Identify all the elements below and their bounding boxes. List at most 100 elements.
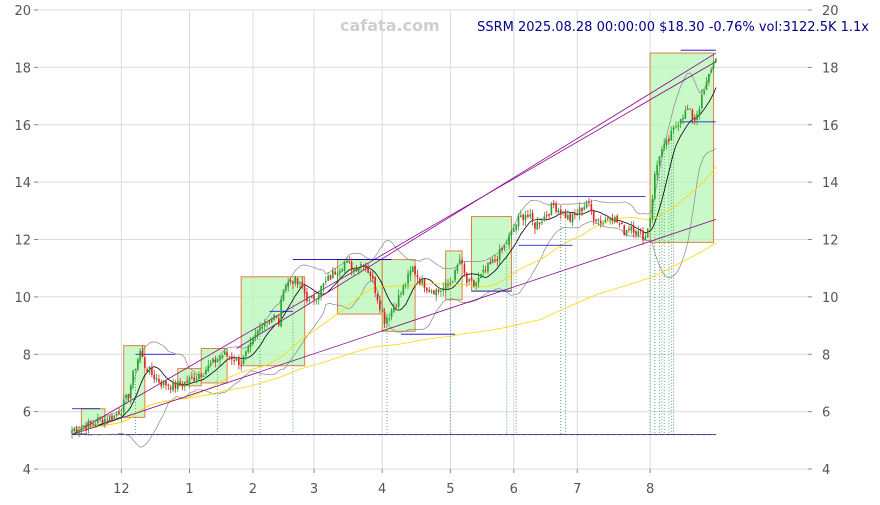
candle-body <box>658 156 661 165</box>
candle-body <box>332 270 334 279</box>
candle-body <box>362 265 365 267</box>
candle-body <box>496 259 499 261</box>
range-box <box>123 345 146 418</box>
candle-body <box>550 203 553 215</box>
candle-body <box>374 277 376 293</box>
trendlines <box>71 52 717 435</box>
candle-body <box>588 201 590 204</box>
candle-body <box>715 58 717 62</box>
candle-body <box>207 365 210 372</box>
candle-body <box>700 94 703 109</box>
candle-body <box>322 283 325 288</box>
candle-body <box>136 359 139 371</box>
range-box <box>471 216 512 292</box>
candle-body <box>339 270 341 274</box>
candle-body <box>287 281 290 287</box>
band-lower <box>71 147 717 448</box>
candle-body <box>115 413 118 416</box>
candle-body <box>183 381 186 386</box>
x-tick-label: 1 <box>185 482 193 497</box>
candle-body <box>78 430 80 434</box>
candle-body <box>315 298 318 301</box>
candle-body <box>191 376 193 378</box>
candle-body <box>230 356 233 360</box>
candle-body <box>538 222 541 225</box>
candle-body <box>386 317 388 324</box>
candle-body <box>273 315 275 320</box>
candle-body <box>113 415 116 420</box>
candle-body <box>442 287 445 292</box>
candle-body <box>200 375 203 378</box>
candle-body <box>329 275 332 280</box>
candle-body <box>585 203 588 208</box>
candle-body <box>221 354 224 359</box>
chart-header: SSRM 2025.08.28 00:00:00 $18.30 -0.76% v… <box>477 20 869 35</box>
candle-body <box>301 281 304 288</box>
candle-body <box>212 358 214 363</box>
y-tick-label-left: 8 <box>23 348 31 363</box>
candle-body <box>642 230 644 241</box>
candle-body <box>266 321 268 323</box>
candle-body <box>158 379 160 383</box>
candle-body <box>108 415 111 421</box>
candle-body <box>661 149 663 157</box>
candle-body <box>691 109 694 119</box>
y-tick-label-right: 6 <box>822 406 830 421</box>
candle-body <box>435 289 438 296</box>
candle-body <box>444 282 447 290</box>
candle-body <box>428 289 431 292</box>
candle-body <box>583 206 586 210</box>
candle-body <box>574 214 576 216</box>
candle-body <box>125 394 127 399</box>
candle-body <box>581 207 583 212</box>
candle-body <box>484 270 487 272</box>
candle-body <box>310 295 313 299</box>
y-tick-label-right: 14 <box>822 176 839 191</box>
candle-body <box>132 370 134 386</box>
x-tick-label: 7 <box>573 482 581 497</box>
candle-body <box>75 428 78 433</box>
candle-body <box>395 306 398 308</box>
candle-body <box>247 346 250 353</box>
y-tick-label-right: 8 <box>822 348 830 363</box>
candle-body <box>482 269 485 273</box>
candle-body <box>306 291 308 302</box>
candle-body <box>487 263 489 272</box>
candle-body <box>531 212 534 221</box>
x-tick-label: 12 <box>113 482 130 497</box>
candle-body <box>214 359 217 363</box>
candle-body <box>313 295 315 300</box>
trendline <box>71 61 717 435</box>
band-upper <box>71 58 717 431</box>
range-box <box>240 276 306 367</box>
y-tick-label-left: 12 <box>14 234 31 249</box>
candle-body <box>527 214 529 217</box>
candle-body <box>595 219 597 222</box>
candle-body <box>155 378 158 380</box>
candle-body <box>689 108 691 110</box>
candle-body <box>317 294 320 300</box>
range-box <box>200 348 228 384</box>
candle-body <box>144 357 146 368</box>
candle-body <box>127 394 130 399</box>
candle-body <box>151 367 153 375</box>
candle-body <box>576 214 579 216</box>
candle-body <box>292 281 294 284</box>
candle-body <box>195 378 198 380</box>
candle-body <box>529 214 532 217</box>
candle-body <box>252 338 254 345</box>
candle-body <box>536 221 539 230</box>
candle-body <box>383 311 386 324</box>
candle-body <box>409 271 412 276</box>
y-tick-label-right: 10 <box>822 291 839 306</box>
candle-body <box>705 81 708 90</box>
candle-body <box>649 218 651 228</box>
candle-body <box>367 266 369 273</box>
candle-body <box>454 269 456 281</box>
candle-body <box>473 280 475 287</box>
candle-body <box>517 215 520 227</box>
candle-body <box>710 69 713 73</box>
candle-body <box>430 290 433 293</box>
candle-body <box>289 280 292 282</box>
